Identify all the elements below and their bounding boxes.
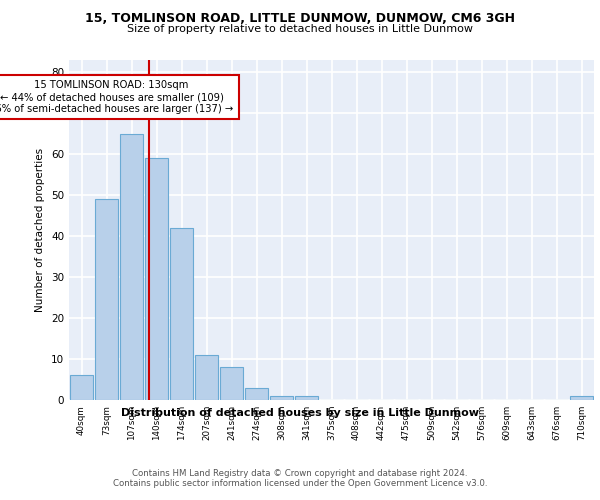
- Bar: [245, 388, 268, 400]
- Bar: [270, 396, 293, 400]
- Bar: [195, 355, 218, 400]
- Text: Contains public sector information licensed under the Open Government Licence v3: Contains public sector information licen…: [113, 479, 487, 488]
- Y-axis label: Number of detached properties: Number of detached properties: [35, 148, 46, 312]
- Bar: [295, 396, 318, 400]
- Bar: [120, 134, 143, 400]
- Text: Size of property relative to detached houses in Little Dunmow: Size of property relative to detached ho…: [127, 24, 473, 34]
- Text: 15, TOMLINSON ROAD, LITTLE DUNMOW, DUNMOW, CM6 3GH: 15, TOMLINSON ROAD, LITTLE DUNMOW, DUNMO…: [85, 12, 515, 26]
- Bar: [220, 367, 243, 400]
- Text: 15 TOMLINSON ROAD: 130sqm
← 44% of detached houses are smaller (109)
56% of semi: 15 TOMLINSON ROAD: 130sqm ← 44% of detac…: [0, 80, 233, 114]
- Text: Contains HM Land Registry data © Crown copyright and database right 2024.: Contains HM Land Registry data © Crown c…: [132, 469, 468, 478]
- Bar: [145, 158, 168, 400]
- Bar: [95, 200, 118, 400]
- Bar: [70, 376, 93, 400]
- Text: Distribution of detached houses by size in Little Dunmow: Distribution of detached houses by size …: [121, 408, 479, 418]
- Bar: [170, 228, 193, 400]
- Bar: [570, 396, 593, 400]
